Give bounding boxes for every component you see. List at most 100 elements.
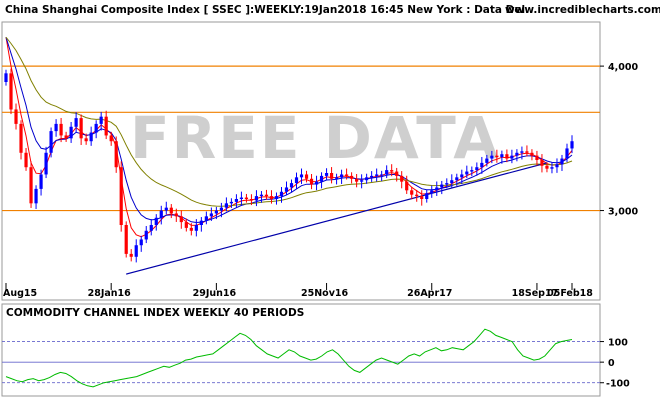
candle-body [229, 201, 233, 204]
candle-body [279, 191, 284, 197]
candle [109, 131, 113, 146]
candle-body [390, 170, 394, 172]
candle [224, 197, 228, 212]
candle [4, 69, 8, 86]
candle [550, 162, 554, 174]
candle-body [234, 199, 239, 202]
candle [69, 122, 73, 143]
candle-body [69, 126, 73, 139]
candle-body [375, 174, 379, 176]
candle-body [560, 158, 564, 165]
candle-body [299, 174, 304, 178]
candle-body [350, 175, 354, 179]
x-tick-label: 05Feb18 [547, 288, 593, 299]
candle [64, 131, 68, 142]
candle [194, 219, 198, 237]
candle-body [134, 245, 138, 257]
candle-body [4, 73, 8, 82]
candle [455, 173, 459, 186]
candle [415, 189, 419, 202]
candle-body [224, 203, 228, 208]
candle [29, 161, 33, 208]
candle-body [34, 188, 38, 204]
candle [74, 112, 78, 133]
candle [79, 114, 83, 145]
candle-body [455, 177, 459, 181]
candle-body [169, 207, 173, 214]
candle-body [94, 123, 98, 133]
candle-body [264, 194, 269, 197]
candle [24, 148, 28, 171]
candle-body [370, 175, 374, 178]
candle [525, 145, 529, 157]
candle [345, 168, 349, 180]
candle [445, 178, 449, 189]
candle [400, 171, 404, 189]
candle-body [254, 196, 259, 201]
candle-body [334, 177, 339, 179]
candle [129, 249, 133, 262]
candle [380, 170, 384, 182]
candle-body [309, 178, 314, 185]
candle [390, 164, 394, 177]
candle-body [44, 152, 48, 175]
candle [214, 206, 218, 220]
candle [249, 194, 254, 206]
candle-body [400, 175, 404, 182]
candle [89, 126, 93, 146]
candle [254, 190, 259, 207]
candle-body [380, 174, 384, 176]
candle [264, 189, 269, 200]
candle-body [164, 207, 168, 211]
moving-average-medium [5, 37, 573, 224]
candle-body [189, 227, 193, 231]
candle-body [355, 178, 359, 182]
candle [365, 173, 369, 184]
candle-body [209, 213, 213, 217]
candle [159, 205, 163, 225]
candle-body [24, 152, 28, 168]
candle-body [339, 174, 344, 178]
candle [14, 103, 18, 130]
candle [289, 179, 294, 193]
candle [169, 204, 173, 219]
candle [334, 173, 339, 185]
candle [420, 190, 424, 206]
candle-body [109, 135, 113, 142]
candle-body [545, 165, 549, 169]
candle [139, 235, 143, 252]
candle-body [39, 174, 43, 189]
candle [430, 185, 434, 198]
candle [560, 154, 564, 171]
candle [54, 119, 58, 137]
candle [440, 180, 444, 195]
candle-body [345, 174, 349, 176]
candle-body [144, 230, 148, 240]
candle [360, 174, 364, 189]
candle [304, 170, 309, 183]
candle [104, 110, 108, 140]
candle [309, 174, 314, 190]
watermark: FREE DATA [130, 104, 500, 172]
candle [144, 226, 148, 244]
site-url[interactable]: www.incrediblecharts.com [505, 4, 660, 16]
cci-y-tick-label: 0 [608, 358, 615, 369]
candle [269, 190, 274, 204]
candle-body [59, 123, 63, 136]
candle [59, 117, 63, 143]
candle-body [360, 180, 364, 182]
candle-body [505, 154, 509, 159]
candle-body [129, 253, 133, 257]
candle [530, 149, 534, 161]
candle [570, 135, 574, 154]
candle [244, 193, 249, 203]
candle [510, 149, 514, 164]
candle-body [465, 171, 469, 175]
candle [485, 154, 489, 167]
candle-body [274, 196, 279, 199]
x-tick-label: 25Nov16 [301, 288, 349, 299]
candle-body [460, 174, 464, 178]
x-tick-label: 26Apr17 [407, 288, 452, 299]
price-panel [1, 21, 601, 301]
candle [174, 208, 178, 222]
